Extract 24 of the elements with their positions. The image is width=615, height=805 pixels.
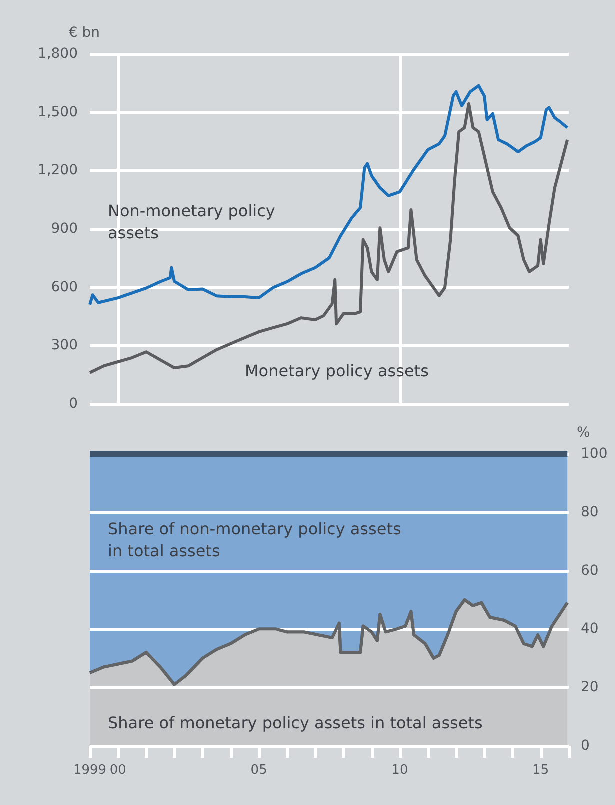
y-tick-label: 1,200 bbox=[38, 162, 78, 179]
y-axis-title: € bn bbox=[68, 25, 100, 41]
y-tick-label: 900 bbox=[51, 221, 78, 237]
x-tick-label: 05 bbox=[250, 763, 268, 778]
x-tick-label: 00 bbox=[110, 763, 126, 778]
y-tick-label: 300 bbox=[51, 338, 78, 354]
y-tick-label: 1,500 bbox=[38, 104, 78, 120]
y-tick-label: 20 bbox=[581, 680, 599, 696]
series-label: Share of monetary policy assets in total assets bbox=[108, 714, 483, 732]
text: Non-monetary policy assets bbox=[108, 202, 280, 242]
y-tick-label: 1,800 bbox=[38, 46, 78, 62]
series-label: Share of non-monetary policy assets in total assets bbox=[108, 520, 406, 560]
y-tick-label: 0 bbox=[581, 738, 590, 754]
x-tick-label: 1999 bbox=[73, 763, 107, 778]
series-label: Monetary policy assets bbox=[245, 362, 429, 380]
y-tick-label: 0 bbox=[69, 396, 78, 412]
y-tick-label: 60 bbox=[581, 562, 599, 579]
y-tick-label: 600 bbox=[51, 279, 78, 296]
y-tick-label: 100 bbox=[581, 446, 608, 462]
y-tick-label: 80 bbox=[581, 504, 599, 520]
y-axis-title: % bbox=[577, 425, 590, 441]
x-tick-label: 15 bbox=[532, 763, 550, 778]
x-tick-label: 10 bbox=[392, 763, 408, 778]
y-tick-label: 40 bbox=[581, 621, 599, 638]
